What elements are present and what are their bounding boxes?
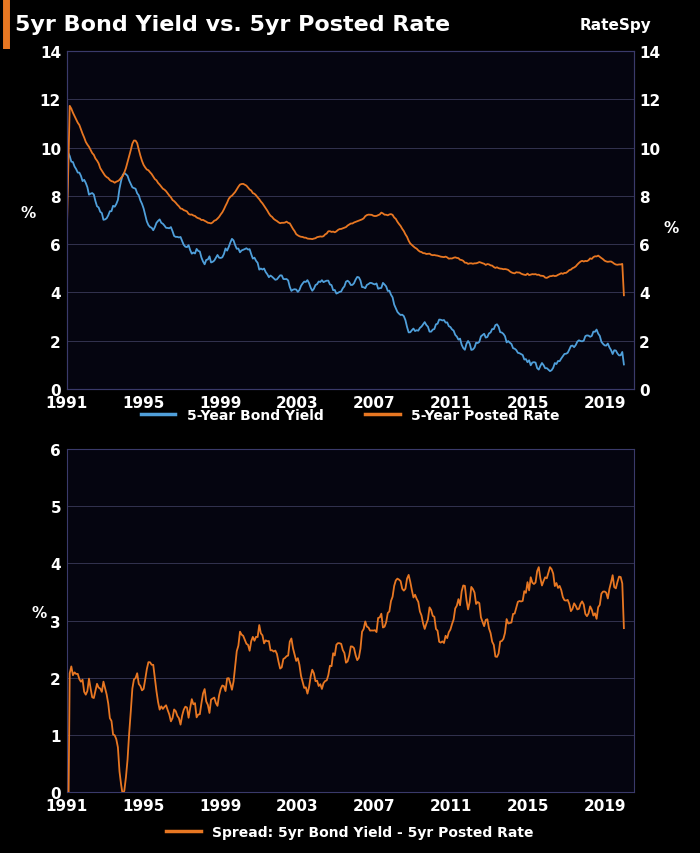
Text: 5yr Bond Yield vs. 5yr Posted Rate: 5yr Bond Yield vs. 5yr Posted Rate (15, 15, 451, 35)
Y-axis label: %: % (21, 206, 36, 221)
Legend: Spread: 5yr Bond Yield - 5yr Posted Rate: Spread: 5yr Bond Yield - 5yr Posted Rate (161, 819, 539, 844)
Legend: 5-Year Bond Yield, 5-Year Posted Rate: 5-Year Bond Yield, 5-Year Posted Rate (135, 403, 565, 428)
Y-axis label: %: % (664, 221, 679, 235)
Text: RateSpy: RateSpy (580, 18, 651, 32)
Y-axis label: %: % (32, 606, 47, 621)
